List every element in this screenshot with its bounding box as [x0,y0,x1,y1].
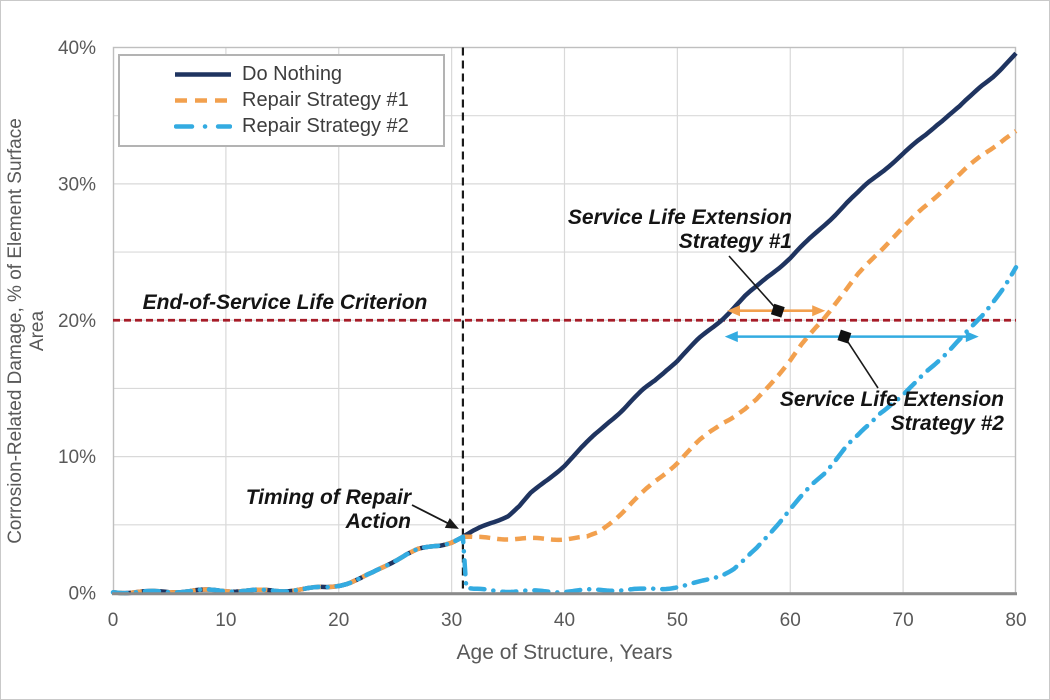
svg-text:20: 20 [328,610,349,631]
y-axis-title: Corrosion-Related Damage, % of Element S… [5,118,48,544]
annotation-timing-of-repair: Timing of Repair Action [245,486,411,533]
legend-line-dashed-icon [175,98,231,103]
legend: Do Nothing Repair Strategy #1 Repair Str… [118,54,445,147]
svg-text:10%: 10% [58,447,96,468]
svg-text:0%: 0% [69,584,97,605]
legend-line-solid-icon [175,71,231,77]
svg-text:30%: 30% [58,174,96,195]
svg-text:40%: 40% [58,38,96,59]
svg-text:20%: 20% [58,311,96,332]
svg-text:80: 80 [1005,610,1026,631]
svg-text:30: 30 [441,610,462,631]
svg-text:70: 70 [893,610,914,631]
svg-text:10: 10 [215,610,236,631]
annotation-service-life-extension-1: Service Life Extension Strategy #1 [567,206,792,253]
legend-item-repair-2: Repair Strategy #2 [174,114,443,140]
svg-text:40: 40 [554,610,575,631]
legend-label: Repair Strategy #1 [242,88,409,111]
x-axis-title: Age of Structure, Years [456,641,673,664]
svg-text:50: 50 [667,610,688,631]
annotation-end-of-service-life: End-of-Service Life Criterion [142,291,428,314]
legend-label: Do Nothing [242,62,343,85]
legend-item-repair-1: Repair Strategy #1 [174,87,443,113]
svg-text:0: 0 [108,610,119,631]
annotation-service-life-extension-2: Service Life Extension Strategy #2 [779,388,1004,435]
legend-line-dashdot-icon [174,124,232,130]
legend-label: Repair Strategy #2 [242,115,409,138]
svg-text:60: 60 [780,610,801,631]
legend-item-do-nothing: Do Nothing [174,61,443,87]
